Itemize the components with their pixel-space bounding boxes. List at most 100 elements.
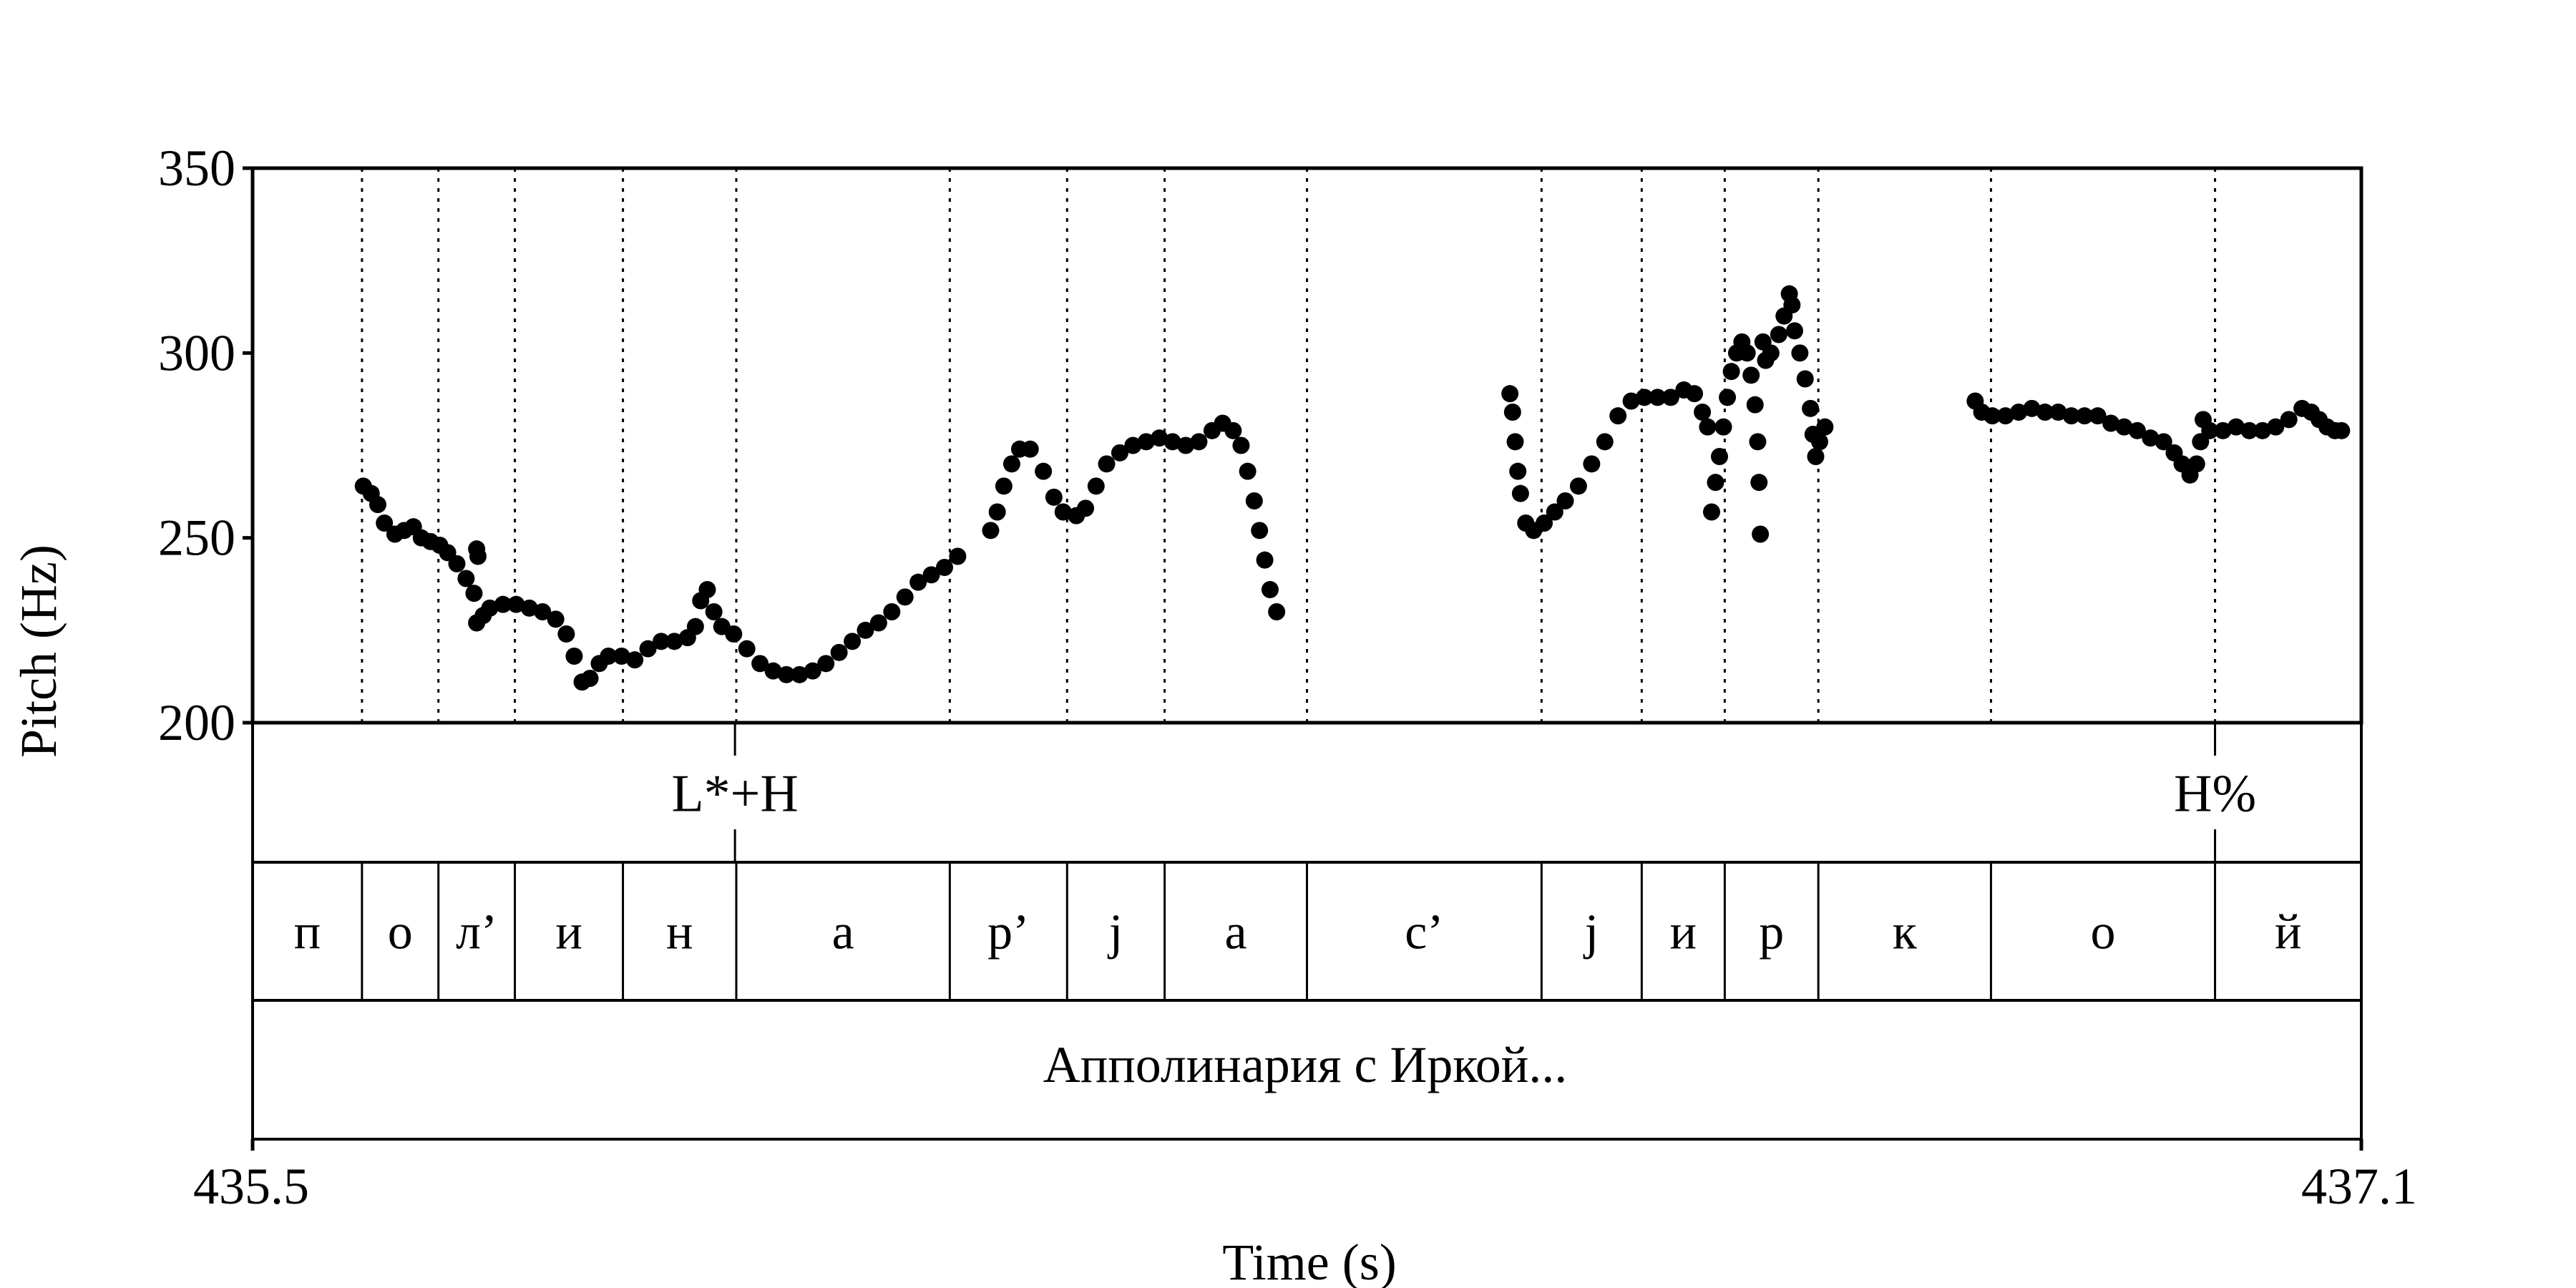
pitch-point — [995, 477, 1013, 495]
pitch-point — [935, 559, 953, 576]
pitch-point — [1796, 370, 1814, 388]
pitch-point — [1054, 503, 1072, 521]
pitch-point — [2010, 404, 2028, 421]
pitch-point — [1045, 488, 1063, 506]
pitch-point — [1752, 525, 1770, 543]
pitch-point — [494, 595, 512, 613]
pitch-point — [2036, 404, 2054, 421]
pitch-point — [1111, 444, 1128, 462]
segment-label: л’ — [456, 905, 497, 960]
pitch-point — [1256, 551, 1274, 569]
pitch-point — [949, 547, 967, 565]
utterance-tier-frame — [251, 999, 2363, 1141]
pitch-point — [1702, 503, 1720, 521]
pitch-point — [922, 566, 940, 584]
y-tick-label: 300 — [158, 324, 235, 381]
pitch-point — [1719, 389, 1737, 406]
pitch-point — [1163, 433, 1181, 451]
pitch-point — [1596, 433, 1614, 451]
pitch-point — [507, 595, 525, 613]
pitch-point — [2155, 433, 2172, 451]
pitch-point — [896, 588, 914, 606]
pitch-point — [1807, 448, 1825, 465]
pitch-point — [534, 603, 552, 620]
pitch-point — [1802, 399, 1820, 417]
pitch-point — [1649, 389, 1667, 406]
pitch-point — [2062, 407, 2080, 425]
segment-label: р — [1759, 905, 1784, 960]
pitch-point — [1077, 499, 1095, 517]
pitch-point — [705, 603, 723, 620]
pitch-point — [1707, 474, 1724, 492]
segment-label: к — [1893, 905, 1918, 960]
segment-label: н — [666, 905, 693, 960]
pitch-point — [830, 643, 848, 661]
pitch-point — [652, 633, 670, 650]
y-tick-label: 200 — [158, 694, 235, 751]
pitch-point — [2128, 421, 2146, 439]
pitch-point — [581, 670, 599, 687]
segment-label: j — [1583, 905, 1599, 960]
pitch-point — [2228, 418, 2245, 436]
pitch-point — [738, 640, 756, 658]
y-tick-label: 250 — [158, 509, 235, 567]
pitch-point — [791, 665, 809, 683]
pitch-point — [1785, 322, 1803, 340]
x-tick-label-start: 435.5 — [193, 1158, 309, 1215]
pitch-point — [1750, 474, 1768, 492]
pitch-point — [1190, 433, 1208, 451]
tone-label: H% — [2174, 765, 2256, 824]
pitch-point — [2142, 429, 2160, 447]
pitch-point — [1711, 448, 1729, 465]
pitch-point — [2214, 421, 2232, 439]
pitch-point — [1268, 603, 1286, 620]
tier-boundaries — [361, 723, 2217, 1000]
pitch-point — [725, 625, 743, 643]
pitch-point — [1770, 326, 1787, 343]
pitch-point — [1636, 389, 1654, 406]
pitch-point — [1509, 462, 1527, 480]
segment-label: а — [1224, 905, 1246, 960]
pitch-point — [448, 555, 466, 572]
pitch-point — [1662, 389, 1679, 406]
tone-tier-frame — [251, 721, 2363, 864]
pitch-point — [369, 496, 386, 514]
pitch-point — [1239, 462, 1257, 480]
pitch-point — [520, 599, 538, 617]
pitch-point — [565, 648, 583, 665]
segment-label: й — [2275, 905, 2301, 960]
pitch-point — [1810, 433, 1828, 451]
pitch-point — [883, 603, 901, 620]
pitch-point — [2102, 414, 2120, 432]
pitch-point — [1245, 492, 1263, 509]
pitch-point — [1556, 492, 1574, 509]
pitch-point — [857, 621, 874, 639]
pitch-point — [1232, 436, 1250, 454]
pitch-point — [2089, 407, 2107, 425]
pitch-point — [777, 665, 795, 683]
segment-label: р’ — [987, 905, 1029, 960]
pitch-point — [2023, 399, 2041, 417]
pitch-point — [1087, 477, 1105, 495]
pitch-point — [686, 618, 704, 635]
pitch-point — [457, 570, 475, 587]
pitch-point — [557, 625, 575, 643]
pitch-point — [481, 599, 499, 617]
pitch-point — [1746, 396, 1764, 414]
pitch-point — [2115, 418, 2133, 436]
pitch-point — [600, 648, 618, 665]
pitch-point — [909, 573, 927, 591]
pitch-point — [376, 514, 394, 532]
pitch-point — [1124, 436, 1142, 454]
pitch-point — [2333, 421, 2351, 439]
segment-label: а — [832, 905, 854, 960]
segment-label: о — [388, 905, 413, 960]
pitch-point — [1137, 433, 1155, 451]
pitch-point — [1501, 385, 1519, 403]
pitch-point — [2049, 404, 2067, 421]
pitch-point — [469, 547, 487, 565]
pitch-point — [1583, 455, 1601, 473]
pitch-point — [1984, 407, 2001, 425]
pitch-point — [1714, 418, 1732, 436]
